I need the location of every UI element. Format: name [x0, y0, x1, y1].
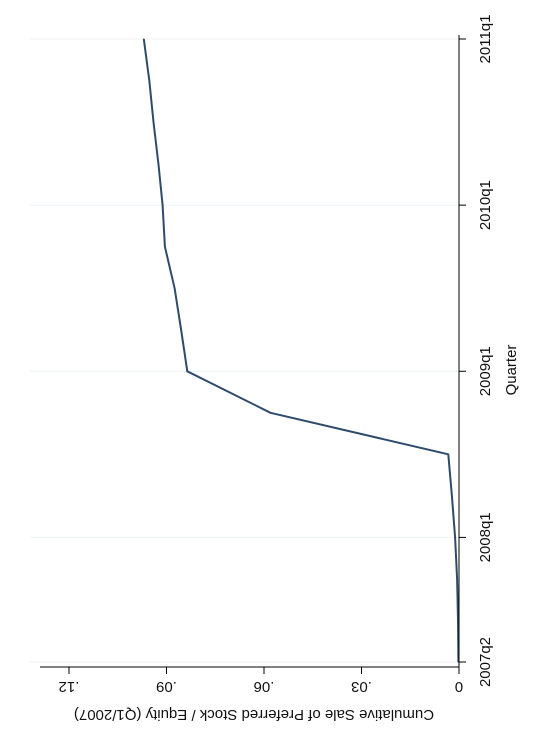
ticks-layer: [30, 39, 466, 674]
labels-layer: 2007q2 2008q1 2009q1 2010q1 2011q1 0 .03 .06 .09…: [59, 15, 494, 695]
series-line-0: [144, 39, 459, 662]
quarter-tick-label: 2010q1: [477, 180, 494, 230]
value-tick-label: .06: [254, 678, 275, 695]
x-axis-title: Quarter: [503, 345, 520, 396]
data-point-2008q4: [270, 412, 271, 413]
quarter-tick-label: 2008q1: [477, 512, 494, 562]
data-point-2010q4: [149, 80, 150, 81]
data-point-2008q2: [451, 495, 452, 496]
data-point-2009q2: [181, 329, 182, 330]
value-tick-label: 0: [455, 678, 463, 695]
data-point-2010q2: [158, 163, 159, 164]
data-point-2009q3: [174, 288, 175, 289]
data-point-2009q1: [187, 371, 188, 372]
value-tick-label: .12: [59, 678, 80, 695]
quarter-tick-label: 2007q2: [477, 637, 494, 687]
y-axis-title: Cumulative Sale of Preferred Stock / Equ…: [74, 706, 434, 723]
value-tick-label: .09: [156, 678, 177, 695]
value-tick-label: .03: [351, 678, 372, 695]
quarter-tick-label: 2011q1: [477, 15, 494, 64]
data-point-2010q3: [153, 121, 154, 122]
data-point-2007q3: [457, 620, 458, 621]
data-point-2009q4: [164, 246, 165, 247]
data-point-2010q1: [162, 205, 163, 206]
quarter-tick-label: 2009q1: [477, 346, 494, 396]
series-layer: [143, 38, 459, 662]
data-point-2008q1: [455, 537, 456, 538]
data-point-2007q4: [456, 578, 457, 579]
data-point-2008q3: [448, 454, 449, 455]
data-point-2011q1: [143, 38, 144, 39]
